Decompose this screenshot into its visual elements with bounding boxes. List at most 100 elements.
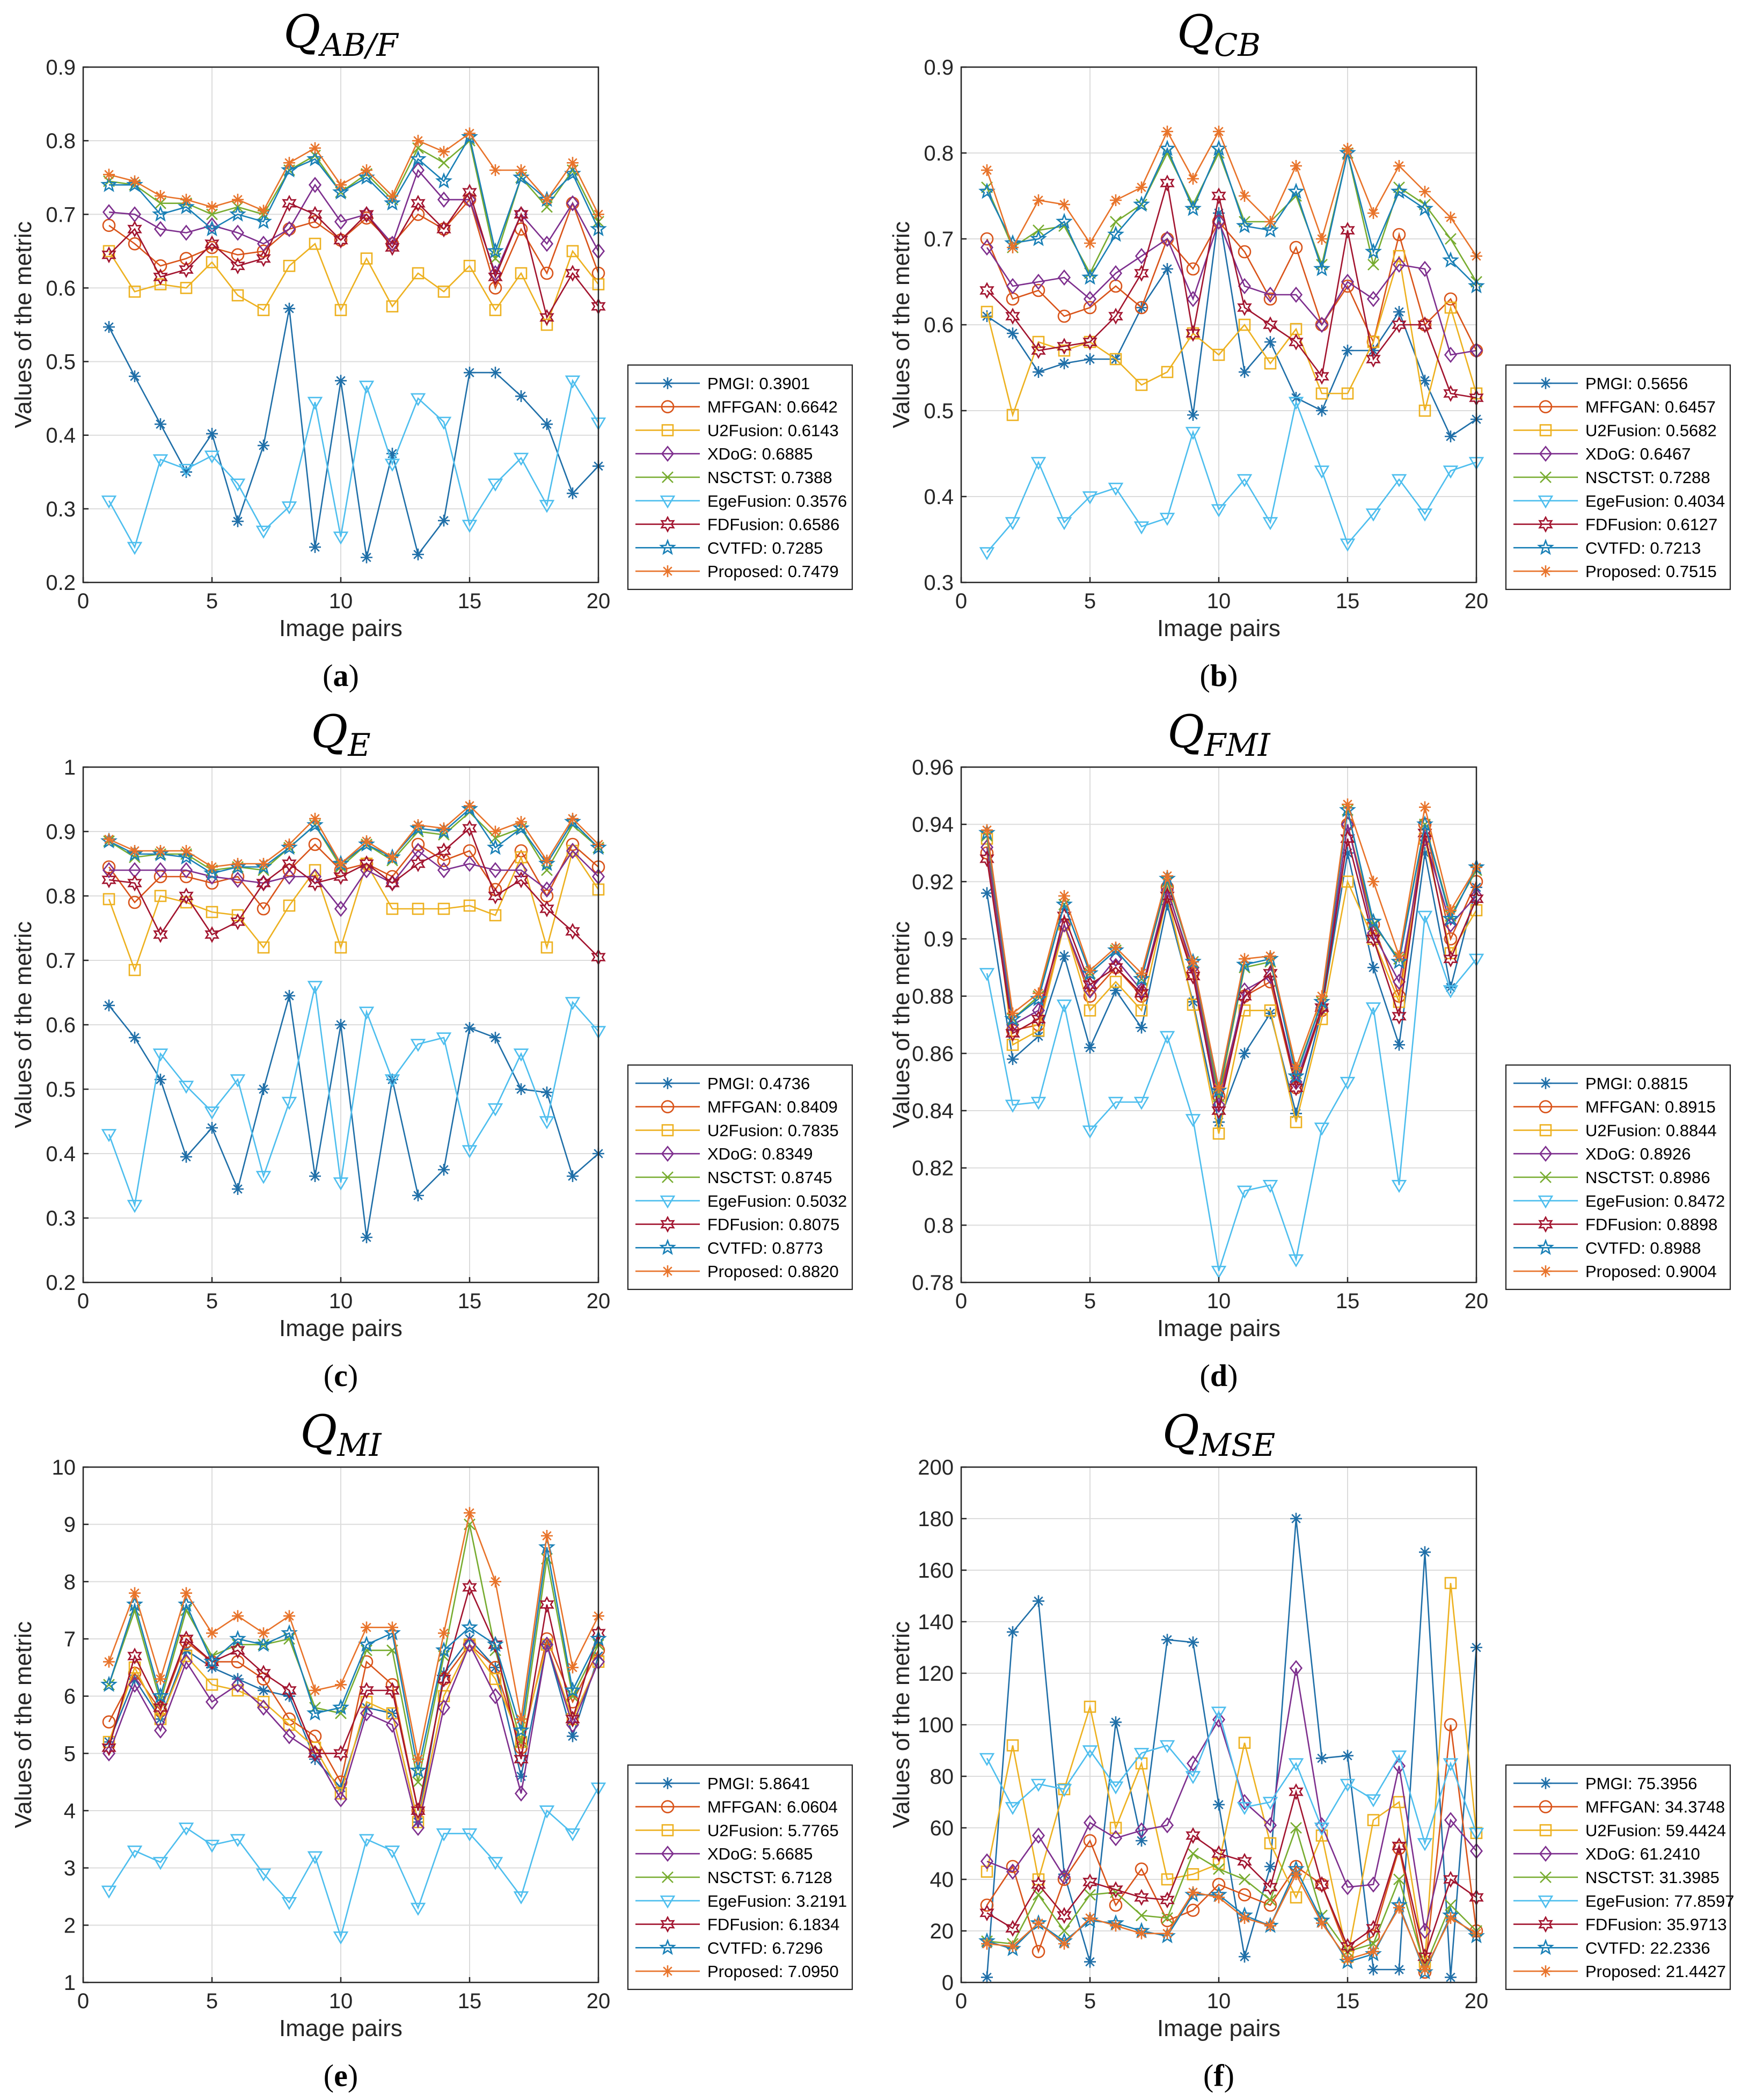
data-point-pmgi: [1058, 950, 1070, 962]
data-point-fdfusion: [359, 1682, 374, 1699]
data-point-u2fusion: [515, 267, 528, 280]
legend-item-u2fusion: U2Fusion: 59.4424: [1513, 1821, 1726, 1840]
data-point-proposed: [1445, 1912, 1457, 1924]
data-point-fdfusion: [256, 1665, 271, 1682]
legend-swatch-marker: [1539, 400, 1553, 413]
data-point-mffgan: [1160, 1914, 1174, 1928]
panel-caption: (f): [1203, 2058, 1234, 2093]
data-point-fdfusion: [1289, 333, 1304, 351]
data-point-proposed: [438, 145, 450, 158]
data-point-nsctst: [1393, 1873, 1405, 1885]
data-point-egefusion: [1030, 1097, 1047, 1110]
legend-label: EgeFusion: 3.2191: [707, 1892, 847, 1911]
legend-label: NSCTST: 31.3985: [1585, 1868, 1720, 1887]
legend-label: PMGI: 75.3956: [1585, 1774, 1698, 1793]
data-point-egefusion: [1030, 1778, 1047, 1792]
data-point-fdfusion: [1366, 930, 1381, 947]
data-point-fdfusion: [1314, 1876, 1329, 1893]
data-point-pmgi: [438, 514, 450, 527]
data-point-u2fusion: [1341, 387, 1354, 400]
data-point-u2fusion: [1109, 975, 1122, 988]
data-point-mffgan: [1238, 1888, 1252, 1902]
data-point-pmgi: [1393, 306, 1405, 318]
data-point-proposed: [1367, 207, 1379, 219]
data-point-egefusion: [1288, 397, 1304, 410]
y-tick-label: 2: [64, 1914, 76, 1937]
data-point-u2fusion: [1006, 409, 1019, 421]
data-point-u2fusion: [1290, 1116, 1303, 1128]
data-point-fdfusion: [539, 900, 554, 917]
x-tick-label: 20: [587, 589, 611, 613]
data-point-mffgan: [1083, 301, 1097, 315]
data-point-cvtfd: [564, 1681, 581, 1698]
data-point-u2fusion: [1006, 1739, 1019, 1752]
data-point-xdog: [1263, 286, 1277, 303]
x-tick-label: 5: [206, 589, 218, 613]
data-point-fdfusion: [514, 206, 529, 223]
y-tick-label: 5: [64, 1742, 76, 1766]
data-point-pmgi: [206, 1122, 218, 1134]
y-tick-label: 0.5: [46, 351, 76, 374]
series-line-cvtfd: [986, 1867, 1477, 1974]
data-point-xdog: [334, 900, 348, 917]
data-point-fdfusion: [1108, 1881, 1123, 1898]
data-point-mffgan: [540, 266, 554, 280]
series-line-egefusion: [108, 1787, 599, 1939]
data-point-fdfusion: [256, 874, 271, 892]
y-tick-label: 80: [930, 1765, 954, 1789]
data-point-pmgi: [1264, 336, 1276, 348]
series-u2fusion: [981, 833, 1483, 1140]
data-point-egefusion: [436, 1032, 452, 1046]
data-point-mffgan: [1238, 245, 1252, 259]
data-point-u2fusion: [1393, 250, 1406, 262]
data-point-pmgi: [1393, 1964, 1405, 1975]
legend-label: U2Fusion: 0.8844: [1585, 1121, 1717, 1140]
data-point-mffgan: [437, 854, 451, 867]
data-point-egefusion: [1288, 1254, 1304, 1267]
series-line-xdog: [108, 1643, 599, 1828]
data-point-proposed: [386, 1621, 398, 1634]
legend-item-mffgan: MFFGAN: 34.3748: [1513, 1798, 1725, 1817]
data-point-xdog: [540, 236, 554, 252]
data-point-egefusion: [513, 453, 529, 466]
data-point-proposed: [1084, 1912, 1096, 1924]
data-point-proposed: [155, 190, 166, 202]
chart-title-subscript: CB: [1214, 27, 1261, 63]
y-tick-label: 0.8: [46, 129, 76, 153]
data-point-nsctst: [1264, 1894, 1276, 1906]
data-point-xdog: [231, 1676, 245, 1693]
data-point-cvtfd: [1416, 815, 1433, 832]
data-point-xdog: [1418, 1922, 1432, 1939]
data-point-xdog: [128, 1676, 142, 1693]
data-point-egefusion: [513, 1048, 529, 1062]
data-point-fdfusion: [333, 868, 348, 885]
series-line-mffgan: [108, 198, 599, 290]
data-point-u2fusion: [463, 259, 476, 272]
data-point-proposed: [283, 1610, 295, 1622]
data-point-cvtfd: [461, 800, 478, 816]
data-point-proposed: [1213, 126, 1225, 137]
legend-swatch-marker: [1540, 1171, 1552, 1183]
data-point-cvtfd: [1056, 895, 1073, 912]
chart-title: QFMI: [1167, 705, 1271, 763]
data-point-egefusion: [1391, 1750, 1407, 1764]
caption-close-paren: ): [1227, 658, 1238, 693]
legend-swatch-marker: [662, 1777, 674, 1789]
data-point-fdfusion: [153, 268, 168, 286]
data-point-u2fusion: [1264, 1004, 1277, 1017]
data-point-pmgi: [567, 487, 579, 500]
series-proposed: [981, 798, 1482, 1094]
legend-item-fdfusion: FDFusion: 0.6586: [635, 515, 839, 534]
data-point-pmgi: [386, 448, 398, 460]
data-point-egefusion: [1108, 1781, 1124, 1795]
series-egefusion: [979, 1707, 1484, 1851]
data-point-egefusion: [410, 1039, 426, 1052]
data-point-egefusion: [281, 1897, 297, 1911]
data-point-cvtfd: [100, 176, 118, 192]
data-point-proposed: [515, 1713, 527, 1725]
data-point-cvtfd: [152, 1687, 169, 1704]
data-point-proposed: [464, 127, 475, 140]
series-group: [978, 126, 1485, 560]
legend-swatch-marker: [1539, 1846, 1553, 1862]
caption-open-paren: (: [1200, 658, 1210, 693]
